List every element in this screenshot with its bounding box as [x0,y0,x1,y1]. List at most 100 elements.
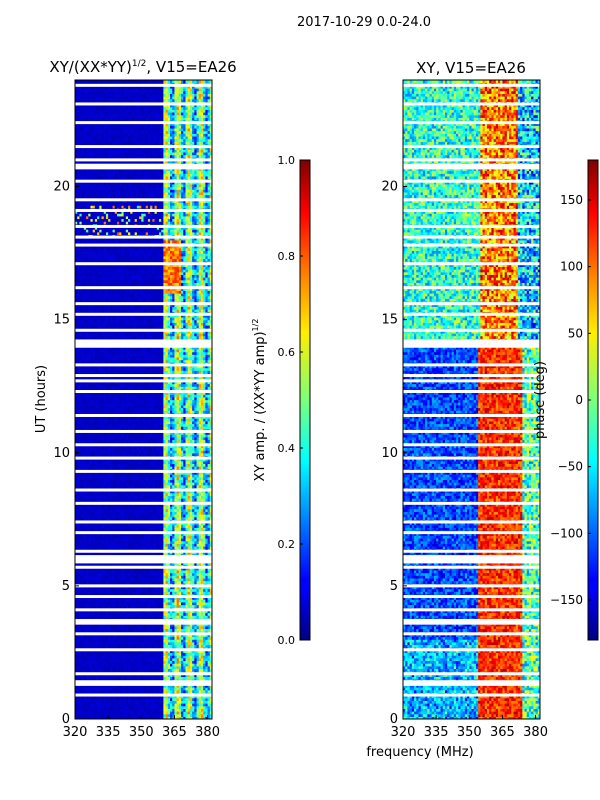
phase-colorbar-tick-label: 150 [560,193,583,207]
flagged-row [403,621,540,625]
amplitude-y-tick-label: 0 [62,712,70,727]
flagged-row [403,262,540,266]
amplitude-axis-ticks: 320 335 350 365 380 0 5 10 15 20 [53,180,220,741]
flagged-row [403,595,540,599]
phase-x-tick-label: 335 [424,725,449,740]
flagged-row [75,608,212,612]
flagged-row [403,328,540,332]
flagged-row [75,328,212,332]
flagged-row [75,469,212,473]
flagged-row [403,312,540,316]
flagged-row [403,166,540,170]
flagged-row [75,584,212,588]
flagged-row [403,235,540,239]
flagged-row [75,243,212,247]
flagged-row [75,163,212,167]
flagged-row [75,166,212,170]
flagged-row [75,648,212,652]
flagged-row [403,344,540,348]
flagged-row [75,102,212,106]
amplitude-colorbar-tick-label: 0.8 [278,250,296,263]
flagged-row [75,595,212,599]
amplitude-title: XY/(XX*YY)1/2, V15=EA26 [49,58,236,76]
flagged-row [75,618,212,622]
phase-colorbar-tick-label: −50 [558,460,583,474]
flagged-row [403,693,540,697]
flagged-row [75,413,212,417]
flagged-row [403,339,540,343]
amplitude-axes-frame [74,79,213,720]
phase-colorbar-ticks: −150 −100 −50 0 50 100 150 [550,193,591,607]
phase-colorbar-label: phase (deg) [533,361,548,439]
flagged-row [75,379,212,383]
flagged-row [75,363,212,367]
flagged-row [75,374,212,378]
flagged-row [75,262,212,266]
phase-axes-frame [402,79,541,720]
amplitude-x-tick-label: 335 [96,725,121,740]
flagged-row [403,618,540,622]
flagged-row [403,342,540,346]
flagged-row [403,531,540,535]
flagged-row [75,344,212,348]
flagged-row [75,565,212,569]
flagged-row [75,224,212,228]
flagged-row [403,145,540,149]
flagged-row [403,682,540,686]
flagged-row [403,584,540,588]
flagged-row [75,342,212,346]
amplitude-y-tick-label: 5 [62,579,70,594]
flagged-row [75,179,212,183]
amplitude-x-tick-label: 320 [63,725,88,740]
flagged-row [403,83,540,87]
phase-x-tick-label: 350 [457,725,482,740]
flagged-row [75,531,212,535]
flagged-row [403,363,540,367]
flagged-row [403,560,540,564]
flagged-row [403,208,540,212]
phase-y-tick-label: 20 [381,180,398,195]
flagged-row [403,179,540,183]
flagged-row [403,469,540,473]
flagged-row [403,379,540,383]
flagged-row [403,121,540,125]
flagged-row [403,555,540,559]
phase-x-tick-label: 380 [523,725,548,740]
phase-axis-ticks: 320 335 350 365 380 0 5 10 15 20 [381,180,548,741]
amplitude-panel: XY/(XX*YY)1/2, V15=EA26 320 335 350 365 380 0… [34,58,237,740]
amplitude-heatmap [75,80,212,719]
flagged-row [403,549,540,553]
amplitude-colorbar-tick-label: 0.6 [278,346,296,359]
flagged-row [403,429,540,433]
flagged-row [403,488,540,492]
flagged-row [403,443,540,447]
flagged-row [403,608,540,612]
flagged-row [75,443,212,447]
phase-colorbar-tick-label: −150 [550,593,583,607]
flagged-row [75,488,212,492]
phase-y-tick-label: 15 [381,313,398,328]
amplitude-x-tick-label: 365 [162,725,187,740]
flagged-row [403,302,540,306]
flagged-row [75,158,212,162]
flagged-row [75,390,212,394]
flagged-row [403,158,540,162]
flagged-row [403,198,540,202]
flagged-row [403,501,540,505]
amplitude-y-tick-label: 10 [53,446,70,461]
amplitude-colorbar-tick-label: 1.0 [278,154,296,167]
flagged-row [75,549,212,553]
flagged-row [75,560,212,564]
flagged-row [75,83,212,87]
phase-y-tick-label: 0 [390,712,398,727]
amplitude-colorbar-tick-label: 0.2 [278,538,296,551]
flagged-row [403,565,540,569]
amplitude-ylabel: UT (hours) [34,365,49,433]
flagged-row [75,672,212,676]
flagged-row [75,501,212,505]
phase-colorbar-tick-label: −100 [550,526,583,540]
flagged-row [75,302,212,306]
flagged-row [403,520,540,524]
phase-y-tick-label: 10 [381,446,398,461]
phase-colorbar-tick-label: 50 [568,326,583,340]
